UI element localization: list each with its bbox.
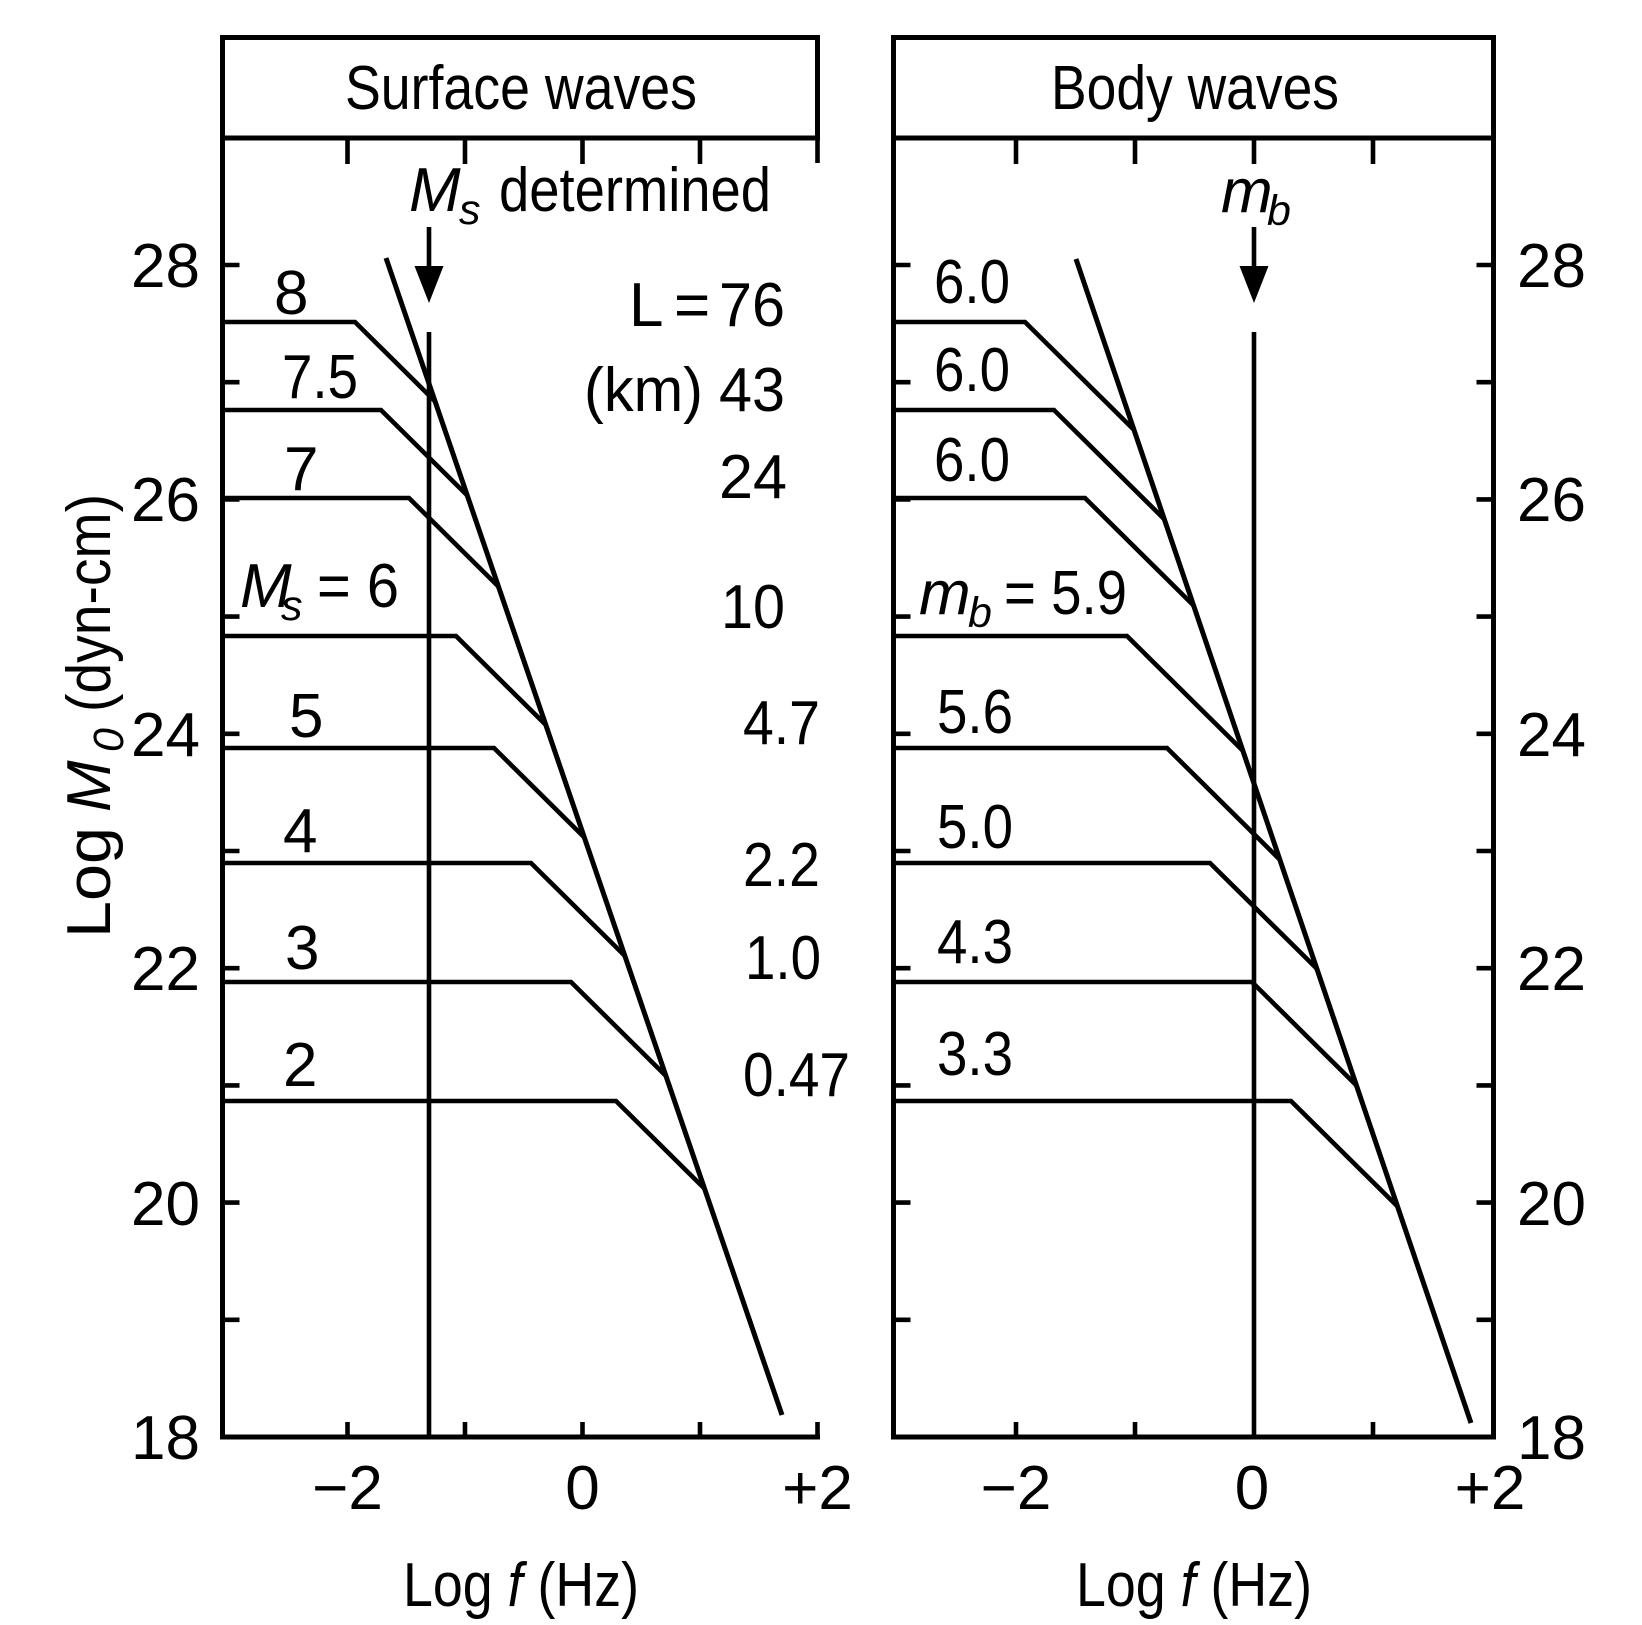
svg-text:7: 7: [284, 435, 318, 504]
svg-text:Body waves: Body waves: [1051, 54, 1339, 123]
svg-text:=: =: [674, 271, 710, 340]
svg-text:−2: −2: [981, 1454, 1052, 1523]
svg-text:2.2: 2.2: [743, 831, 820, 900]
svg-text:2: 2: [283, 1031, 317, 1100]
svg-text:m: m: [1221, 157, 1273, 226]
svg-text:(dyn-cm): (dyn-cm): [55, 494, 124, 712]
svg-text:s: s: [281, 582, 303, 630]
svg-text:= 6: = 6: [317, 552, 399, 621]
svg-text:5.0: 5.0: [937, 793, 1013, 862]
svg-text:+2: +2: [782, 1454, 853, 1523]
svg-text:28: 28: [131, 232, 200, 301]
svg-text:(km): (km): [584, 356, 703, 425]
svg-text:76: 76: [719, 271, 785, 340]
svg-text:18: 18: [131, 1404, 200, 1473]
svg-text:4: 4: [283, 797, 317, 866]
svg-text:m: m: [919, 559, 971, 628]
svg-text:4.7: 4.7: [743, 689, 820, 758]
svg-text:1.0: 1.0: [745, 924, 821, 993]
svg-text:M: M: [409, 156, 461, 225]
svg-text:−2: −2: [312, 1454, 383, 1523]
svg-text:b: b: [968, 589, 992, 637]
svg-text:24: 24: [1517, 701, 1586, 770]
svg-text:10: 10: [721, 573, 785, 642]
svg-text:= 5.9: = 5.9: [1004, 559, 1127, 628]
svg-text:6.0: 6.0: [934, 248, 1010, 317]
svg-text:M: M: [240, 552, 292, 621]
svg-text:Surface waves: Surface waves: [345, 54, 697, 123]
svg-text:8: 8: [274, 259, 308, 328]
svg-text:Log f (Hz): Log f (Hz): [403, 1551, 639, 1620]
svg-text:5.6: 5.6: [937, 678, 1013, 747]
svg-text:0.47: 0.47: [743, 1041, 850, 1110]
svg-text:24: 24: [131, 701, 200, 770]
svg-text:7.5: 7.5: [282, 343, 358, 412]
svg-text:20: 20: [131, 1170, 200, 1239]
svg-text:26: 26: [131, 466, 200, 535]
svg-text:M: M: [55, 760, 124, 812]
svg-text:determined: determined: [499, 156, 771, 225]
svg-text:0: 0: [85, 728, 133, 752]
svg-text:18: 18: [1517, 1404, 1586, 1473]
svg-text:24: 24: [719, 443, 787, 512]
svg-text:+2: +2: [1455, 1454, 1526, 1523]
svg-text:3.3: 3.3: [937, 1020, 1013, 1089]
svg-text:3: 3: [285, 914, 319, 983]
svg-text:Log: Log: [55, 827, 124, 938]
svg-text:22: 22: [1517, 935, 1586, 1004]
svg-text:28: 28: [1517, 232, 1586, 301]
svg-text:6.0: 6.0: [934, 336, 1010, 405]
svg-text:0: 0: [1235, 1454, 1269, 1523]
svg-text:6.0: 6.0: [934, 426, 1010, 495]
svg-text:b: b: [1267, 187, 1291, 235]
svg-text:5: 5: [289, 682, 323, 751]
svg-text:0: 0: [565, 1454, 599, 1523]
svg-text:26: 26: [1517, 466, 1586, 535]
svg-text:20: 20: [1517, 1170, 1586, 1239]
svg-text:Log f (Hz): Log f (Hz): [1076, 1551, 1312, 1620]
svg-text:L: L: [629, 271, 663, 340]
svg-text:43: 43: [719, 356, 785, 425]
svg-text:s: s: [459, 186, 481, 234]
svg-text:22: 22: [131, 935, 200, 1004]
svg-text:4.3: 4.3: [937, 908, 1013, 977]
